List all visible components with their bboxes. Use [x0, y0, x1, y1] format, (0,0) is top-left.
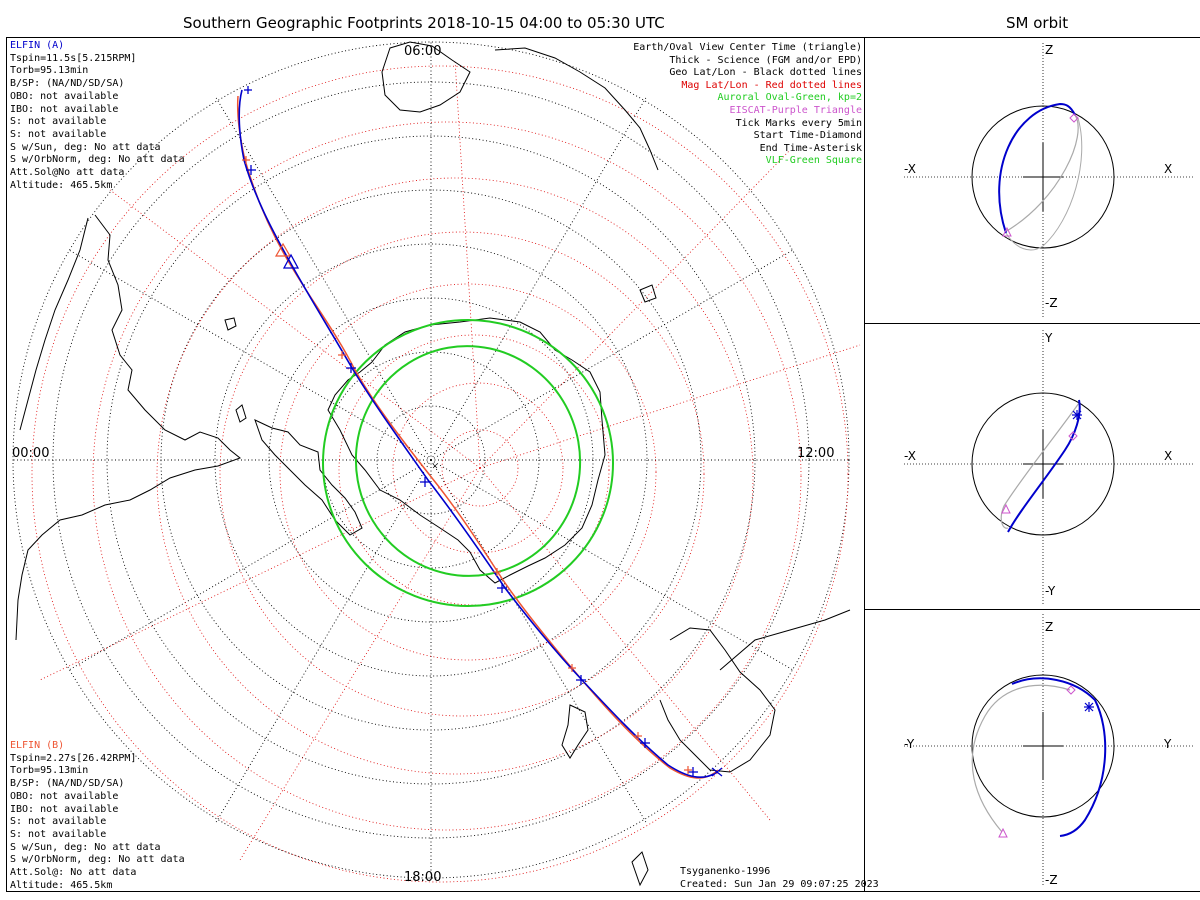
- view-center-triangle-a: [282, 253, 300, 269]
- orbit-2-top: Y: [1045, 331, 1053, 345]
- ticks-elfin-a: [244, 86, 723, 777]
- orbit-2-left: -X: [904, 449, 916, 463]
- track-elfin-a: [238, 89, 715, 779]
- elfin-b-info-line: Tspin=2.27s[26.42RPM]: [10, 752, 137, 764]
- elfin-a-info-line: OBO: not available: [10, 90, 119, 102]
- ticks-elfin-b: [242, 156, 692, 774]
- elfin-b-info-line: Att.Sol@: No att data: [10, 867, 137, 879]
- elfin-b-info-line: IBO: not available: [10, 803, 119, 815]
- elfin-b-info-line: OBO: not available: [10, 790, 119, 802]
- legend-entry: EISCAT-Purple Triangle: [729, 104, 862, 116]
- orbit-1-top: Z: [1045, 43, 1054, 57]
- legend-entry: Earth/Oval View Center Time (triangle): [633, 42, 862, 53]
- auroral-oval: [322, 319, 614, 607]
- time-label-bottom: 18:00: [404, 870, 442, 885]
- legend-entry: Geo Lat/Lon - Black dotted lines: [669, 67, 862, 79]
- created-label: Created: Sun Jan 29 09:07:25 2023: [680, 879, 879, 890]
- orbit-diagram-3: [904, 614, 1195, 886]
- legend: Earth/Oval View Center Time (triangle) Th…: [633, 42, 862, 168]
- elfin-b-info: ELFIN (B) Tspin=2.27s[26.42RPM] Torb=95.1…: [10, 740, 185, 892]
- orbit-3-top: Z: [1045, 620, 1054, 634]
- elfin-a-info-line: Tspin=11.5s[5.215RPM]: [10, 52, 137, 64]
- elfin-a-info-line: B/SP: (NA/ND/SD/SA): [10, 78, 125, 90]
- time-label-top: 06:00: [404, 44, 442, 59]
- elfin-a-info-line: S w/OrbNorm, deg: No att data: [10, 154, 185, 166]
- time-label-right: 12:00: [797, 446, 835, 461]
- time-label-left: 00:00: [12, 446, 50, 461]
- orbit-1-left: -X: [904, 162, 916, 176]
- elfin-b-info-line: S: not available: [10, 816, 107, 828]
- coastlines: [15, 41, 851, 887]
- elfin-a-info-line: S: not available: [10, 116, 107, 128]
- elfin-a-info-line: Torb=95.13min: [10, 65, 89, 77]
- orbit-3-right: Y: [1164, 737, 1172, 751]
- legend-entry: VLF-Green Square: [765, 155, 862, 167]
- view-center-triangle-b: [274, 242, 292, 257]
- elfin-a-info-line: S w/Sun, deg: No att data: [10, 141, 161, 153]
- elfin-a-info-line: Att.Sol@No att data: [10, 167, 125, 179]
- orbit-diagram-2: [904, 330, 1195, 604]
- elfin-b-name: ELFIN (B): [10, 740, 65, 751]
- plot-title: Southern Geographic Footprints 2018-10-1…: [183, 14, 665, 32]
- elfin-b-info-line: S w/OrbNorm, deg: No att data: [10, 854, 185, 866]
- legend-entry: Auroral Oval-Green, kp=2: [717, 92, 863, 104]
- legend-entry: Tick Marks every 5min: [735, 117, 862, 129]
- orbit-3-left: -Y: [904, 737, 915, 751]
- elfin-b-info-line: B/SP: (NA/ND/SD/SA): [10, 778, 125, 790]
- legend-entry: Start Time-Diamond: [753, 130, 862, 142]
- elfin-a-info-line: S: not available: [10, 128, 107, 140]
- orbit-1-bottom: -Z: [1045, 296, 1058, 310]
- legend-entry: End Time-Asterisk: [759, 142, 862, 154]
- orbit-diagram-1: [904, 43, 1195, 318]
- elfin-b-info-line: S w/Sun, deg: No att data: [10, 841, 161, 853]
- mag-grid: [31, 59, 861, 883]
- model-label: Tsyganenko-1996: [680, 866, 771, 877]
- orbit-3-bottom: -Z: [1045, 873, 1058, 887]
- elfin-a-info: ELFIN (A) Tspin=11.5s[5.215RPM] Torb=95.1…: [10, 40, 185, 192]
- orbit-2-bottom: -Y: [1045, 584, 1056, 598]
- elfin-b-info-line: Altitude: 465.5km: [10, 879, 113, 891]
- legend-entry: Thick - Science (FGM and/or EPD): [669, 54, 862, 66]
- elfin-b-info-line: S: not available: [10, 828, 107, 840]
- pole-marker: [432, 463, 438, 469]
- elfin-a-name: ELFIN (A): [10, 40, 65, 51]
- elfin-b-info-line: Torb=95.13min: [10, 765, 89, 777]
- orbit-2-right: X: [1164, 449, 1173, 463]
- elfin-a-info-line: Altitude: 465.5km: [10, 179, 113, 191]
- elfin-a-info-line: IBO: not available: [10, 103, 119, 115]
- geo-grid: [12, 41, 850, 879]
- orbit-panel-3: [864, 609, 1200, 892]
- orbit-title: SM orbit: [1006, 14, 1069, 32]
- legend-entry: Mag Lat/Lon - Red dotted lines: [681, 79, 862, 91]
- orbit-1-right: X: [1164, 162, 1173, 176]
